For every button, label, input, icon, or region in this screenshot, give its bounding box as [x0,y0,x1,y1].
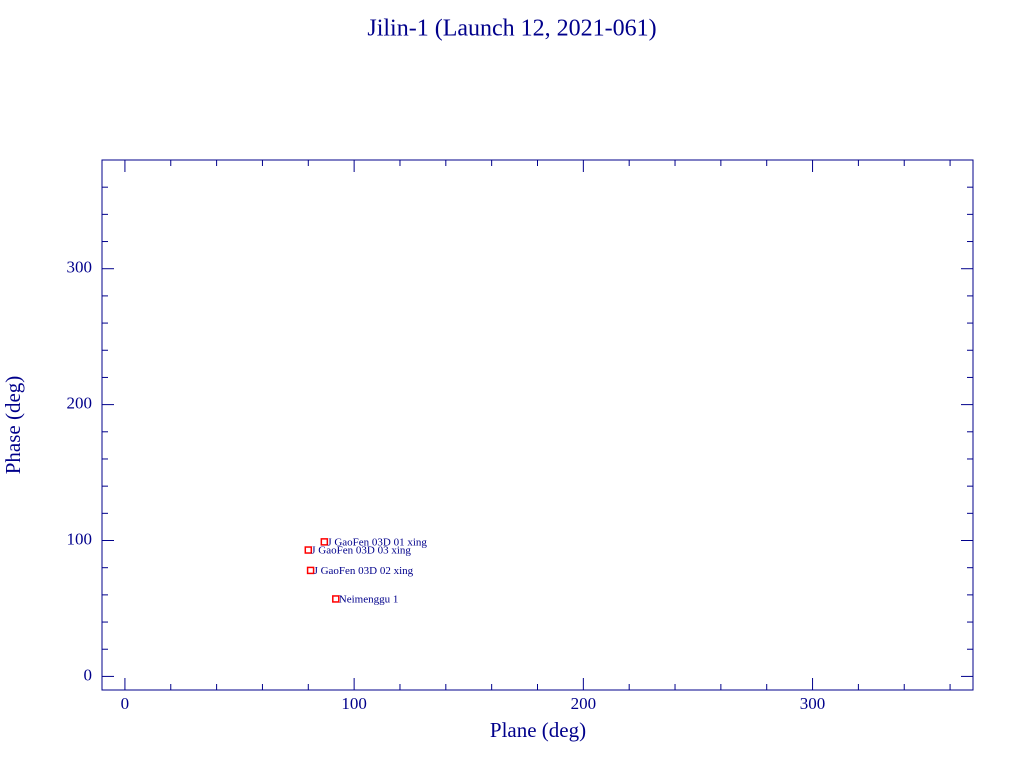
x-tick-label: 200 [571,694,597,713]
y-tick-label: 200 [67,394,93,413]
point [304,546,313,554]
y-tick-label: 100 [67,529,93,548]
y-axis-label: Phase (deg) [1,376,25,475]
chart-title: Jilin-1 (Launch 12, 2021-061) [367,16,656,42]
point [306,566,315,575]
x-axis-label: Plane (deg) [490,718,586,742]
y-tick-label: 0 [84,665,93,684]
x-tick-label: 100 [341,694,367,713]
point [332,595,340,603]
point-label: J GaoFen 03D 03 xing [311,545,411,557]
x-tick-label: 0 [121,694,130,713]
x-tick-label: 300 [800,694,826,713]
point [320,538,329,546]
plot-frame [101,159,974,691]
y-tick-label: 300 [67,258,93,277]
point-label: Neimenggu 1 [339,593,399,605]
point-label: J GaoFen 03D 02 xing [314,565,414,577]
point-label: J GaoFen 03D 01 xing [327,536,427,548]
